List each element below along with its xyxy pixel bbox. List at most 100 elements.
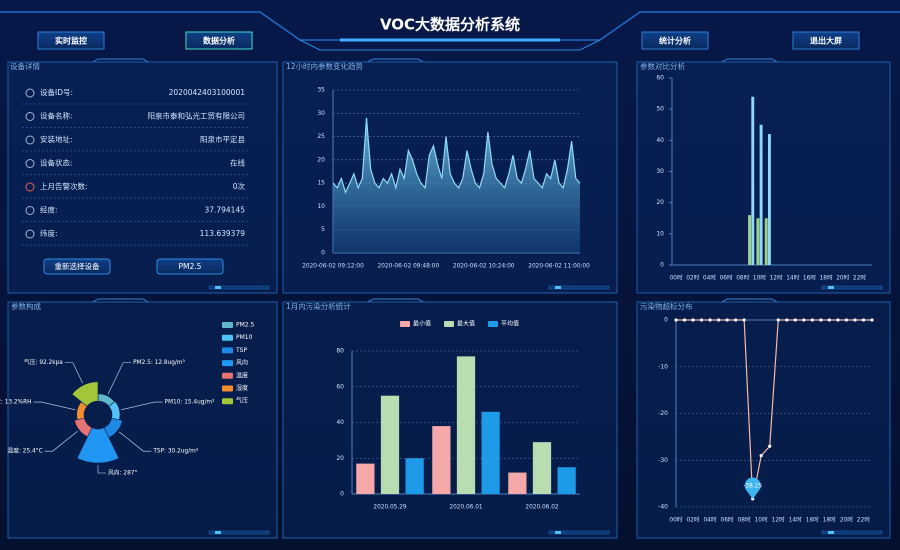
rose-segment xyxy=(71,381,99,407)
y-tick-label: 60 xyxy=(656,75,664,82)
x-tick-label: 04时 xyxy=(703,516,716,524)
y-tick-label: 30 xyxy=(656,168,664,175)
y-tick-label: 0 xyxy=(660,262,664,269)
nav-button[interactable] xyxy=(792,31,860,50)
panel xyxy=(7,301,278,539)
chart-title: 12小时内参数变化趋势 xyxy=(286,61,364,71)
bar xyxy=(508,472,527,494)
panel xyxy=(636,301,891,539)
point xyxy=(776,318,780,322)
y-tick-label: 30 xyxy=(317,110,325,117)
x-tick-label: 06时 xyxy=(720,274,733,282)
chart-title: 参数构成 xyxy=(11,301,41,311)
row-icon xyxy=(25,206,35,215)
value-label: PM2.5: 12.8ug/m³ xyxy=(133,359,185,366)
x-tick-label: 08时 xyxy=(738,516,751,524)
y-tick-label: 0 xyxy=(340,491,344,498)
panel-scroll-thumb xyxy=(828,286,834,289)
x-tick-label: 04时 xyxy=(703,274,716,282)
legend-swatch xyxy=(222,398,233,405)
chart-title: 污染物超标分布 xyxy=(640,301,693,311)
nav-button[interactable] xyxy=(641,31,709,50)
bar xyxy=(356,463,375,494)
legend-swatch xyxy=(488,321,498,327)
device-button[interactable] xyxy=(43,258,111,275)
nav-button-label: 统计分析 xyxy=(659,36,691,46)
x-tick-label: 2020.05.29 xyxy=(373,505,407,511)
x-tick-label: 02时 xyxy=(686,516,699,524)
x-tick-label: 10时 xyxy=(753,274,766,282)
bar xyxy=(767,134,771,265)
y-tick-label: 20 xyxy=(656,199,664,206)
bar xyxy=(759,124,763,265)
y-tick-label: 10 xyxy=(656,230,664,237)
panel-tab xyxy=(721,298,778,303)
row-value: 阳泉市泰和弘光工贸有限公司 xyxy=(148,111,246,121)
y-tick-label: 40 xyxy=(656,137,664,144)
value-label: 温度: 25.4°C xyxy=(7,447,42,455)
label-leader xyxy=(64,362,83,384)
panel-tab xyxy=(721,58,778,63)
y-tick-label: 15 xyxy=(317,180,325,187)
nav-button[interactable] xyxy=(37,31,105,50)
bar xyxy=(557,467,576,494)
legend-swatch xyxy=(222,322,233,328)
panel-tab xyxy=(367,58,424,63)
panel-scroll-thumb xyxy=(215,286,221,289)
panel-tab xyxy=(367,298,424,303)
y-tick-label: 20 xyxy=(317,156,325,163)
label-leader xyxy=(121,401,163,410)
legend-label: 风向 xyxy=(236,359,248,367)
nav-button[interactable] xyxy=(185,31,253,50)
legend-label: TSP xyxy=(235,347,247,354)
point xyxy=(836,318,840,322)
x-tick-label: 18时 xyxy=(820,274,833,282)
panel-scroll xyxy=(548,530,610,535)
legend-swatch xyxy=(222,334,233,341)
page-title: VOC大数据分析系统 xyxy=(380,16,520,34)
bar xyxy=(432,426,451,494)
panel xyxy=(282,301,618,539)
point xyxy=(810,318,814,322)
label-leader xyxy=(118,431,152,452)
x-tick-label: 2020.06.02 xyxy=(525,505,559,511)
rose-segment xyxy=(76,427,120,464)
panel-scroll xyxy=(208,530,270,535)
legend-swatch xyxy=(222,385,233,392)
row-icon xyxy=(25,159,35,168)
panel xyxy=(636,61,891,294)
mark-label: -38.25 xyxy=(743,483,762,489)
legend-swatch xyxy=(222,347,233,354)
row-icon xyxy=(25,229,35,239)
nav-button-label: 实时监控 xyxy=(55,36,87,46)
panel-scroll xyxy=(821,530,883,535)
value-label: TSP: 30.2ug/m³ xyxy=(152,448,198,455)
row-label: 经度: xyxy=(40,205,58,215)
x-tick-label: 00时 xyxy=(669,516,682,524)
x-tick-label: 08时 xyxy=(736,274,749,282)
bar xyxy=(456,356,476,494)
bar xyxy=(532,442,552,494)
panel-title: 设备详情 xyxy=(10,61,40,71)
y-tick-label: -20 xyxy=(658,410,668,417)
bar xyxy=(748,215,752,265)
line xyxy=(332,117,581,195)
y-tick-label: 0 xyxy=(664,317,668,324)
row-value: 0次 xyxy=(233,181,246,191)
row-value: 在线 xyxy=(230,158,245,168)
x-tick-label: 2020-06-02 09:12:00 xyxy=(302,264,364,270)
row-label: 设备名称: xyxy=(40,111,73,121)
y-tick-label: -10 xyxy=(658,363,668,370)
point xyxy=(674,318,678,322)
point xyxy=(691,318,695,322)
panel-tab xyxy=(92,58,149,63)
y-tick-label: 80 xyxy=(336,348,344,355)
point xyxy=(759,453,763,458)
device-button[interactable] xyxy=(156,258,224,275)
legend-label: 最大值 xyxy=(457,320,475,328)
bar xyxy=(764,218,768,265)
bar xyxy=(405,458,424,494)
point xyxy=(785,318,789,322)
row-label: 纬度: xyxy=(40,228,58,238)
